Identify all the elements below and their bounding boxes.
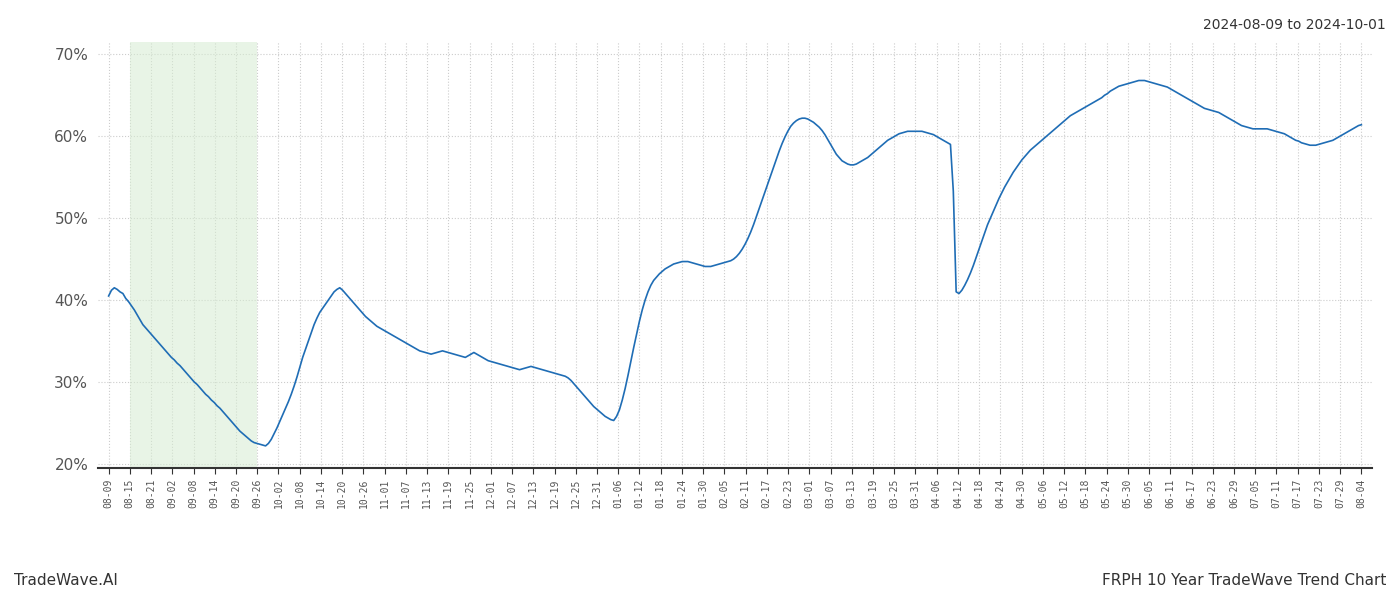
Text: TradeWave.AI: TradeWave.AI — [14, 573, 118, 588]
Bar — [130, 42, 258, 468]
Text: 2024-08-09 to 2024-10-01: 2024-08-09 to 2024-10-01 — [1203, 18, 1386, 32]
Text: FRPH 10 Year TradeWave Trend Chart: FRPH 10 Year TradeWave Trend Chart — [1102, 573, 1386, 588]
